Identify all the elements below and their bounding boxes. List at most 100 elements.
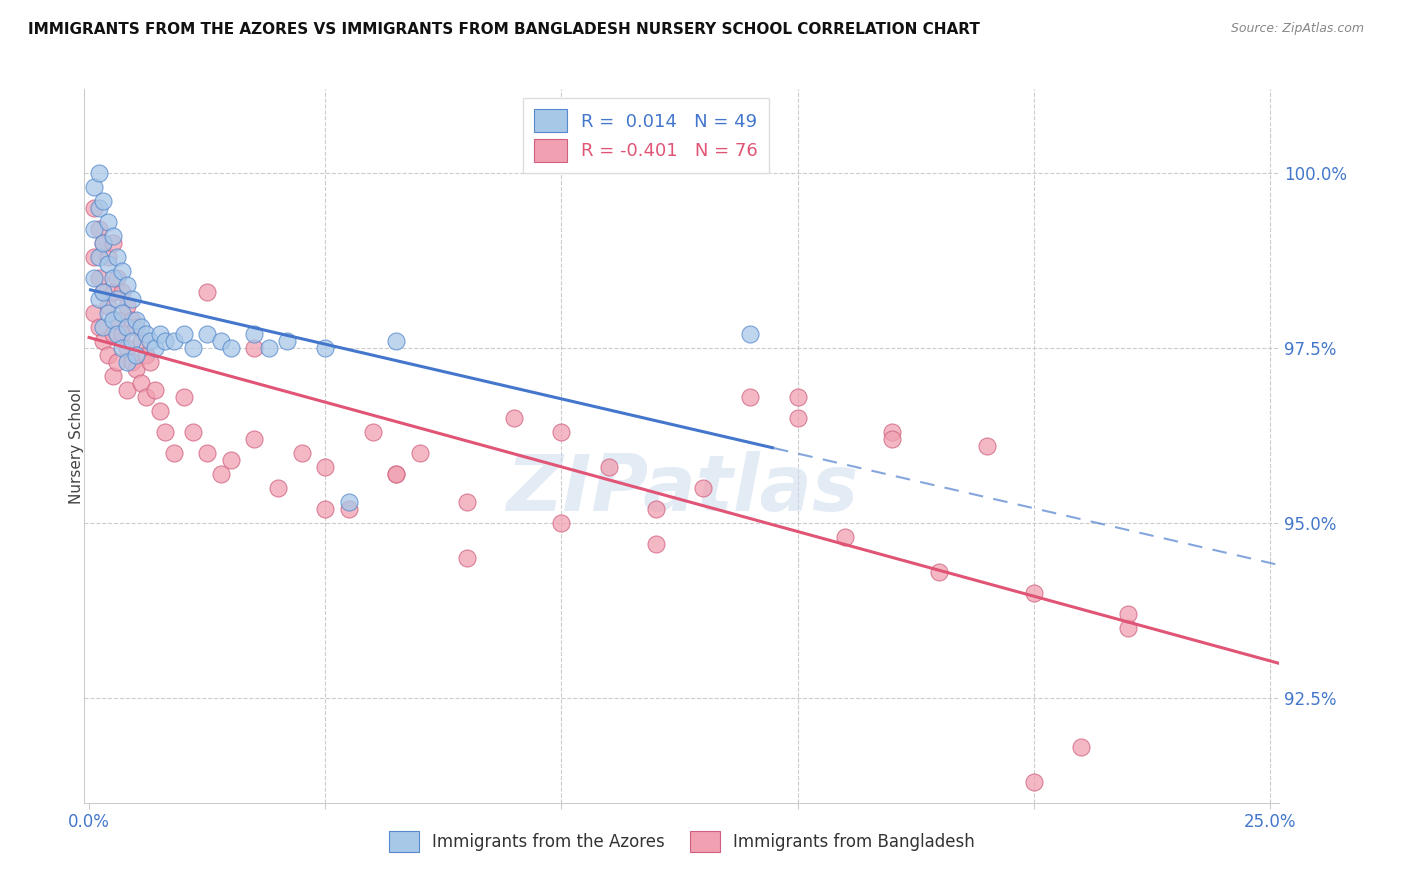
Point [97, 306, 120, 320]
Point [101, 271, 124, 285]
Point [87, 201, 110, 215]
Point [314, 341, 336, 355]
Point [83, 271, 105, 285]
Point [314, 460, 336, 475]
Point [87, 166, 110, 180]
Point [139, 355, 162, 369]
Point [550, 516, 572, 530]
Point [337, 502, 360, 516]
Point [97, 299, 120, 313]
Point [107, 292, 129, 306]
Point [361, 425, 384, 439]
Point [135, 390, 157, 404]
Point [115, 341, 138, 355]
Point [111, 285, 134, 299]
Point [115, 383, 138, 397]
Point [645, 537, 668, 551]
Point [107, 250, 129, 264]
Point [91, 285, 114, 299]
Point [153, 425, 176, 439]
Point [385, 334, 408, 348]
Point [267, 481, 290, 495]
Point [276, 334, 298, 348]
Point [163, 446, 186, 460]
Point [219, 341, 242, 355]
Point [101, 236, 124, 251]
Point [83, 201, 105, 215]
Point [456, 495, 478, 509]
Point [125, 313, 148, 327]
Text: ZIPatlas: ZIPatlas [506, 450, 858, 527]
Point [740, 327, 762, 342]
Point [101, 369, 124, 384]
Text: Source: ZipAtlas.com: Source: ZipAtlas.com [1230, 22, 1364, 36]
Point [121, 292, 143, 306]
Point [786, 411, 808, 425]
Point [111, 341, 134, 355]
Point [243, 341, 266, 355]
Point [882, 425, 904, 439]
Point [1070, 739, 1092, 754]
Point [87, 292, 110, 306]
Point [101, 327, 124, 342]
Point [219, 453, 242, 467]
Point [163, 334, 186, 348]
Point [107, 271, 129, 285]
Point [91, 285, 114, 299]
Point [153, 334, 176, 348]
Point [115, 278, 138, 293]
Point [87, 271, 110, 285]
Point [87, 320, 110, 334]
Point [111, 306, 134, 320]
Point [121, 355, 143, 369]
Point [97, 257, 120, 271]
Text: IMMIGRANTS FROM THE AZORES VS IMMIGRANTS FROM BANGLADESH NURSERY SCHOOL CORRELAT: IMMIGRANTS FROM THE AZORES VS IMMIGRANTS… [28, 22, 980, 37]
Point [111, 264, 134, 278]
Point [786, 390, 808, 404]
Point [209, 334, 232, 348]
Point [107, 313, 129, 327]
Point [121, 313, 143, 327]
Point [337, 495, 360, 509]
Point [385, 467, 408, 481]
Point [87, 250, 110, 264]
Point [1022, 586, 1045, 600]
Point [195, 327, 218, 342]
Point [107, 327, 129, 342]
Point [882, 432, 904, 446]
Point [91, 194, 114, 208]
Point [195, 446, 218, 460]
Point [195, 285, 218, 299]
Point [503, 411, 526, 425]
Point [143, 383, 166, 397]
Point [83, 250, 105, 264]
Point [97, 348, 120, 362]
Point [385, 467, 408, 481]
Point [409, 446, 432, 460]
Point [243, 432, 266, 446]
Point [181, 425, 204, 439]
Point [101, 285, 124, 299]
Point [291, 446, 314, 460]
Point [91, 236, 114, 251]
Point [129, 376, 152, 390]
Point [87, 222, 110, 236]
Point [645, 502, 668, 516]
Point [692, 481, 714, 495]
Point [139, 334, 162, 348]
Point [598, 460, 620, 475]
Point [834, 530, 856, 544]
Point [125, 320, 148, 334]
Point [115, 355, 138, 369]
Point [101, 313, 124, 327]
Point [456, 550, 478, 565]
Point [181, 341, 204, 355]
Point [91, 334, 114, 348]
Point [243, 327, 266, 342]
Point [115, 320, 138, 334]
Point [1116, 607, 1139, 621]
Point [135, 348, 157, 362]
Point [91, 320, 114, 334]
Point [928, 565, 950, 579]
Point [976, 439, 998, 453]
